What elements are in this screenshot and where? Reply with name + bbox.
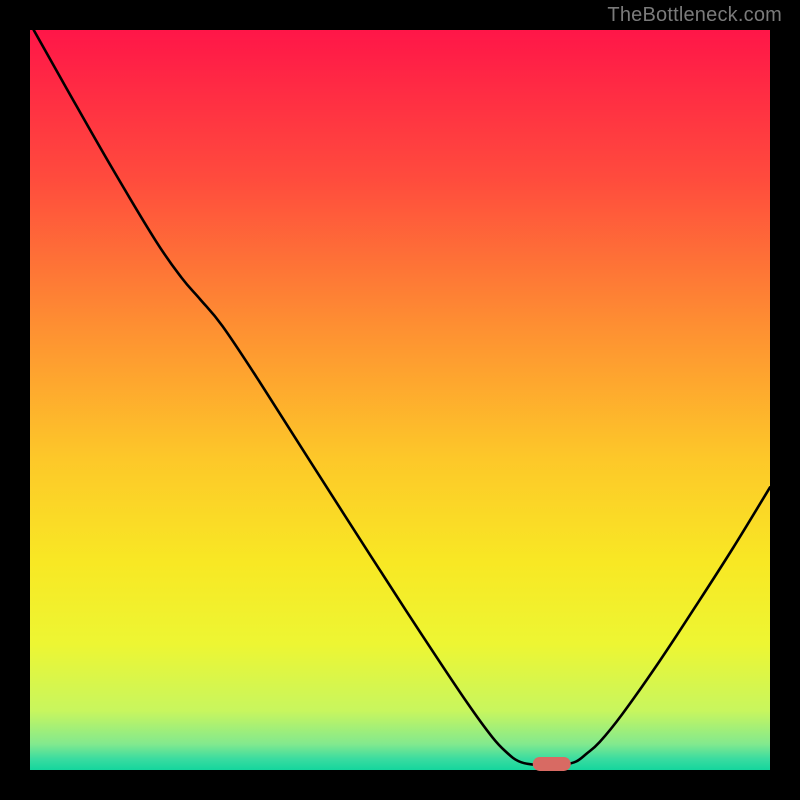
plot-gradient-area [30,30,770,770]
plot-outer [30,30,770,770]
watermark-text: TheBottleneck.com [607,4,782,27]
optimal-marker [532,757,570,771]
